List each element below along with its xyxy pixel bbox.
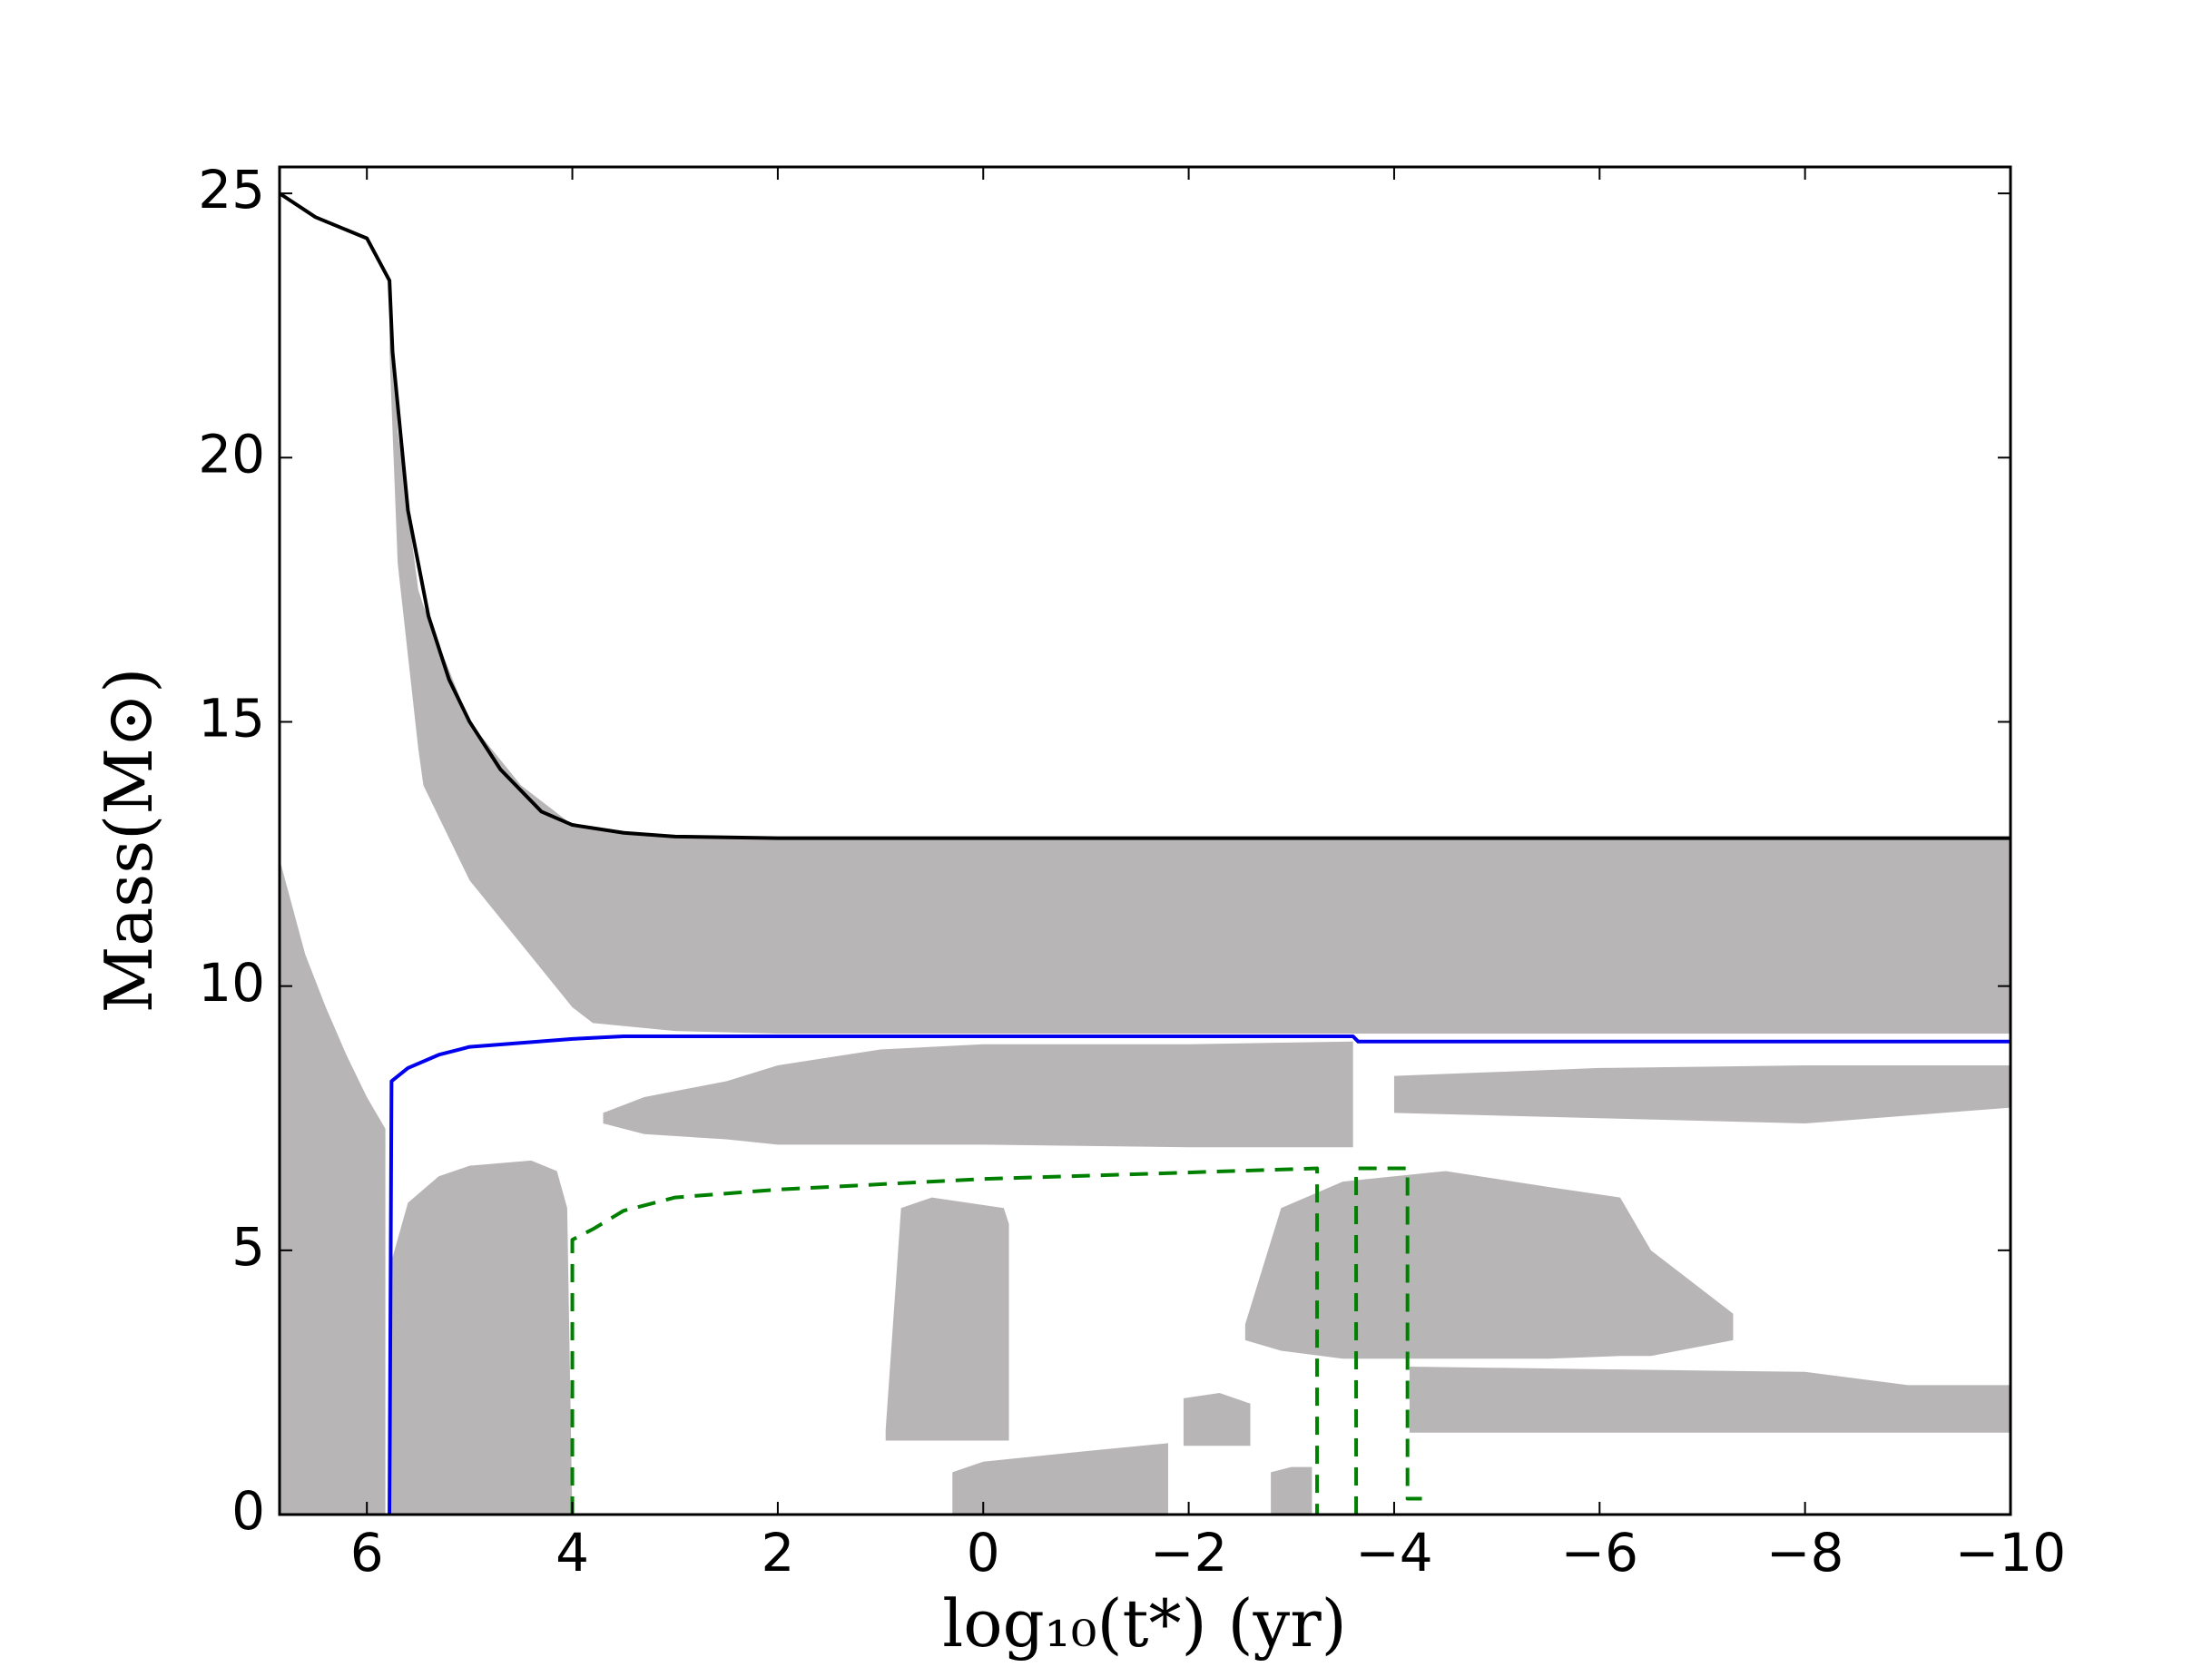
convective-region	[1271, 1466, 1312, 1515]
series-line	[278, 191, 2010, 840]
x-tick-label: −8	[1766, 1522, 1844, 1584]
x-axis-label: log₁₀(t*) (yr)	[942, 1585, 1346, 1662]
convective-region	[391, 1160, 573, 1515]
series-line	[570, 1166, 1422, 1515]
x-tick-label: 0	[967, 1522, 1000, 1584]
convective-region	[1244, 1171, 1734, 1359]
convective-region	[952, 1443, 1168, 1515]
y-axis-label: Mass(M⊙)	[91, 668, 167, 1014]
x-tick-label: 4	[555, 1522, 589, 1584]
x-tick-label: −10	[1955, 1522, 2066, 1584]
convective-region	[280, 858, 386, 1515]
y-tick-label: 0	[231, 1480, 265, 1542]
plot-frame	[278, 165, 2012, 1516]
y-tick-label: 10	[198, 952, 265, 1014]
x-tick-label: 2	[761, 1522, 794, 1584]
convective-region	[1409, 1366, 2010, 1433]
x-tick-label: −2	[1150, 1522, 1228, 1584]
x-tick-label: −6	[1561, 1522, 1639, 1584]
convective-region	[1183, 1393, 1251, 1446]
convective-region	[389, 283, 2011, 1035]
y-tick-label: 5	[231, 1216, 265, 1278]
x-tick-label: 6	[350, 1522, 384, 1584]
convective-region	[885, 1197, 1009, 1441]
convective-region	[603, 1041, 1353, 1148]
x-tick-label: −4	[1355, 1522, 1433, 1584]
convective-region	[1393, 1065, 2010, 1124]
y-tick-label: 20	[198, 423, 265, 485]
series-line	[388, 1034, 2010, 1515]
y-tick-label: 15	[198, 688, 265, 750]
y-tick-label: 25	[198, 159, 265, 221]
